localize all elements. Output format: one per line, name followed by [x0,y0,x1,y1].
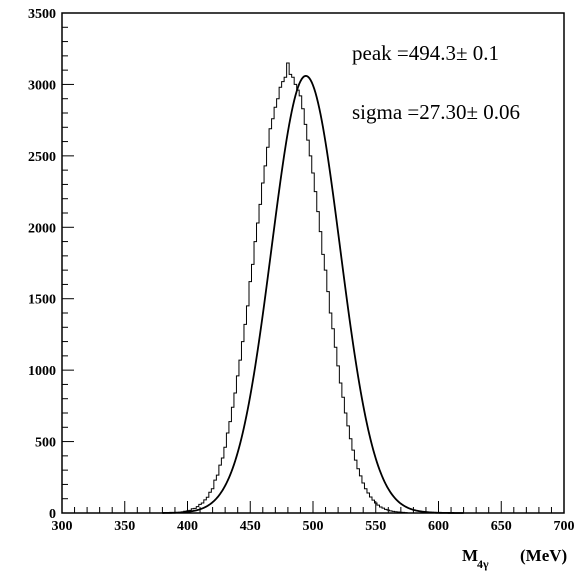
x-tick-label: 700 [554,519,575,534]
sigma-annotation: sigma =27.30± 0.06 [352,100,520,124]
x-tick-label: 600 [428,519,449,534]
x-axis-ticks [61,501,565,513]
peak-annotation: peak =494.3± 0.1 [352,41,499,65]
x-axis-label-subscript: 4γ [477,557,489,571]
y-axis-tick-labels: 0 500 1000 1500 2000 2500 3000 3500 [28,7,56,522]
y-tick-label: 2500 [28,150,56,165]
x-tick-label: 400 [177,519,198,534]
x-axis-unit: (MeV) [520,546,567,565]
x-tick-label: 300 [52,519,73,534]
x-tick-label: 450 [240,519,261,534]
y-axis-ticks [62,12,74,514]
x-tick-label: 550 [365,519,386,534]
gaussian-fit-curve [162,74,464,514]
x-axis-label: M [462,546,478,565]
y-tick-label: 500 [35,436,56,451]
x-tick-label: 350 [114,519,135,534]
y-tick-label: 3000 [28,78,56,93]
y-tick-label: 3500 [28,7,56,22]
x-tick-label: 500 [303,519,324,534]
y-tick-label: 1500 [28,293,56,308]
plot-frame [61,12,565,514]
x-tick-label: 650 [491,519,512,534]
y-tick-label: 0 [49,507,56,522]
y-tick-label: 2000 [28,221,56,236]
histogram-series [180,62,408,514]
y-tick-label: 1000 [28,364,56,379]
x-axis-tick-labels: 300 350 400 450 500 550 600 650 700 [52,519,575,534]
